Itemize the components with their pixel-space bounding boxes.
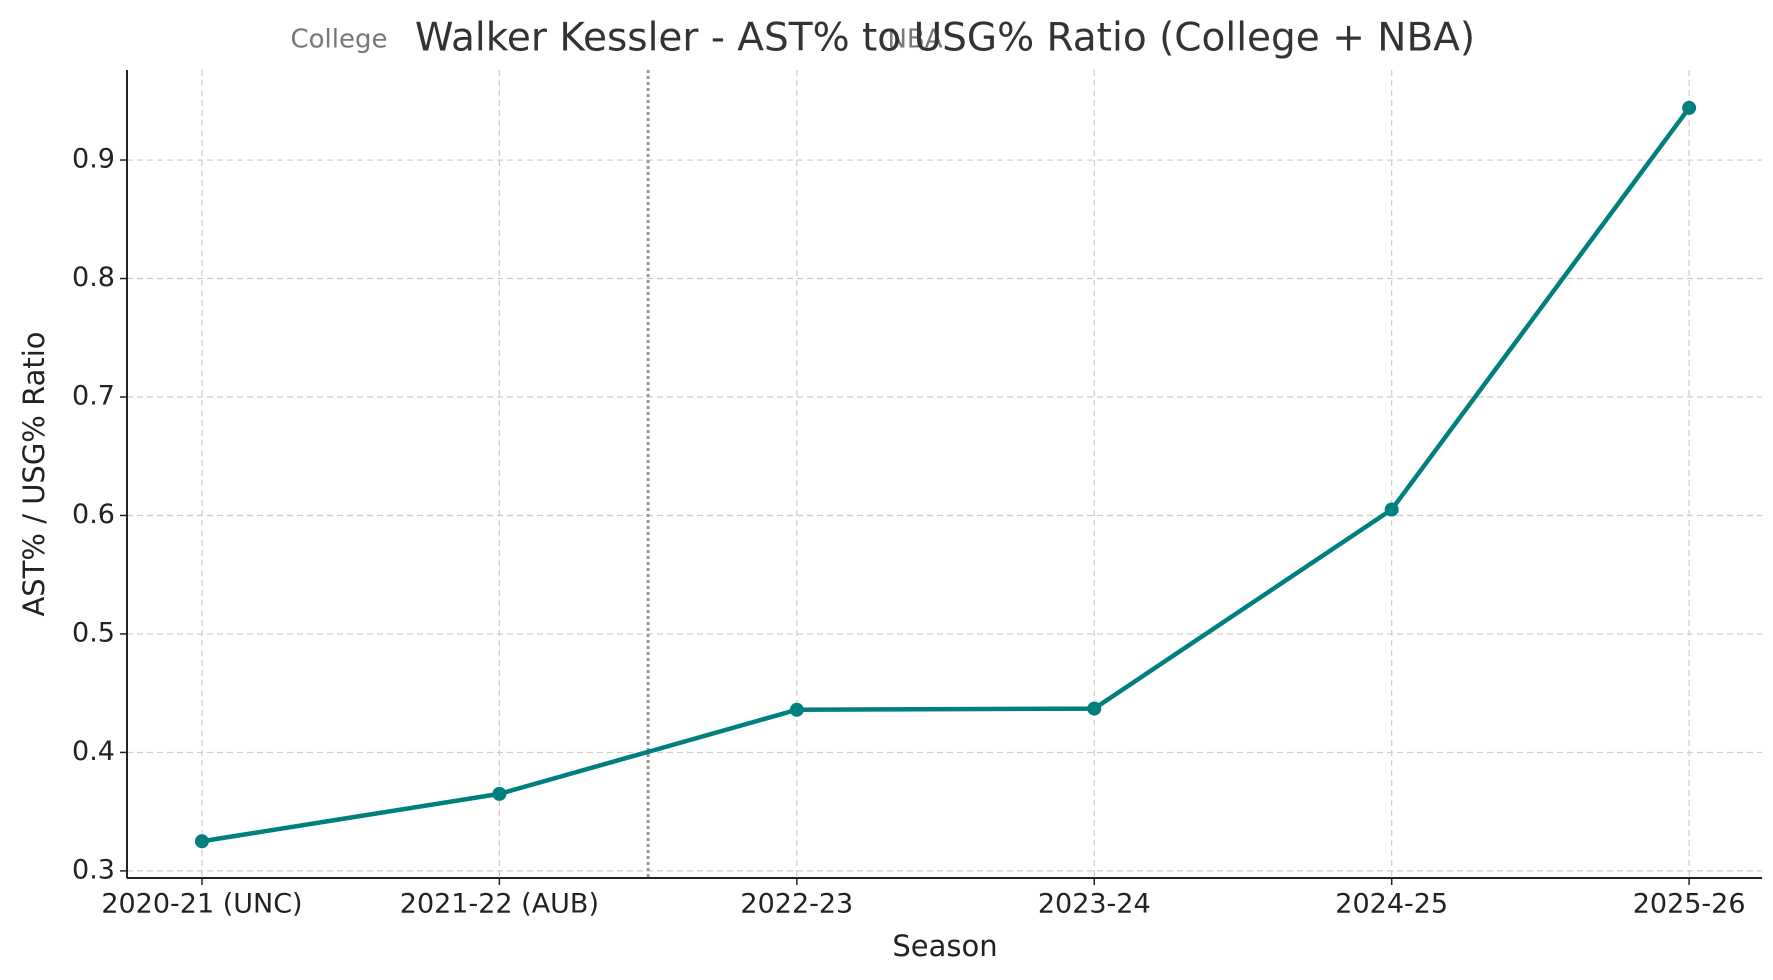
y-tick-label: 0.8	[72, 262, 115, 293]
y-tick-label: 0.3	[72, 854, 115, 885]
x-tick-label: 2025-26	[1633, 889, 1746, 920]
data-point	[492, 786, 507, 801]
data-point	[789, 702, 804, 717]
y-tick-label: 0.9	[72, 144, 115, 175]
data-point	[1087, 701, 1102, 716]
x-tick-label: 2024-25	[1335, 889, 1448, 920]
x-axis-label: Season	[892, 929, 997, 963]
data-line	[201, 106, 1691, 844]
y-tick-label: 0.5	[72, 617, 115, 648]
data-point	[1384, 502, 1399, 517]
y-axis-label: AST% / USG% Ratio	[17, 331, 51, 616]
annotation: College	[290, 25, 387, 55]
x-tick-label: 2023-24	[1038, 889, 1151, 920]
x-tick-label: 2021-22 (AUB)	[400, 889, 599, 920]
x-tick-label: 2022-23	[740, 889, 853, 920]
x-tick-label: 2020-21 (UNC)	[101, 889, 302, 920]
y-tick-label: 0.6	[72, 499, 115, 530]
annotation: NBA	[887, 25, 942, 55]
data-point	[194, 834, 209, 849]
data-point	[1682, 100, 1697, 115]
y-tick-label: 0.7	[72, 380, 115, 411]
chart-title: Walker Kessler - AST% to USG% Ratio (Col…	[415, 16, 1475, 61]
y-tick-label: 0.4	[72, 736, 115, 767]
